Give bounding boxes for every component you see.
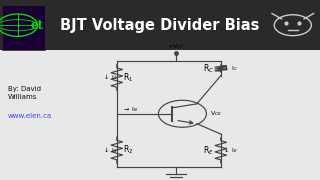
Text: R$_E$: R$_E$	[203, 144, 214, 157]
Text: R$_C$: R$_C$	[203, 62, 214, 75]
Text: $\downarrow$ I$_1$: $\downarrow$ I$_1$	[102, 73, 118, 82]
FancyBboxPatch shape	[2, 4, 45, 50]
Text: R$_2$: R$_2$	[123, 144, 133, 156]
Text: $\rightarrow$ I$_B$: $\rightarrow$ I$_B$	[122, 105, 138, 114]
Text: et: et	[30, 19, 43, 32]
Text: $\downarrow$ I$_C$: $\downarrow$ I$_C$	[222, 64, 239, 73]
Text: By: David
Williams: By: David Williams	[8, 86, 41, 100]
Text: R$_1$: R$_1$	[123, 71, 133, 84]
Text: V$_{CE}$: V$_{CE}$	[210, 109, 222, 118]
Text: +V$_{CC}$: +V$_{CC}$	[167, 42, 185, 51]
Text: $\downarrow$ I$_E$: $\downarrow$ I$_E$	[222, 145, 239, 155]
Text: BJT Voltage Divider Bias: BJT Voltage Divider Bias	[60, 18, 260, 33]
Bar	[0, 0, 320, 50]
Text: www.elen.ca: www.elen.ca	[8, 113, 52, 119]
Text: $\downarrow$ I$_2$: $\downarrow$ I$_2$	[102, 145, 118, 155]
